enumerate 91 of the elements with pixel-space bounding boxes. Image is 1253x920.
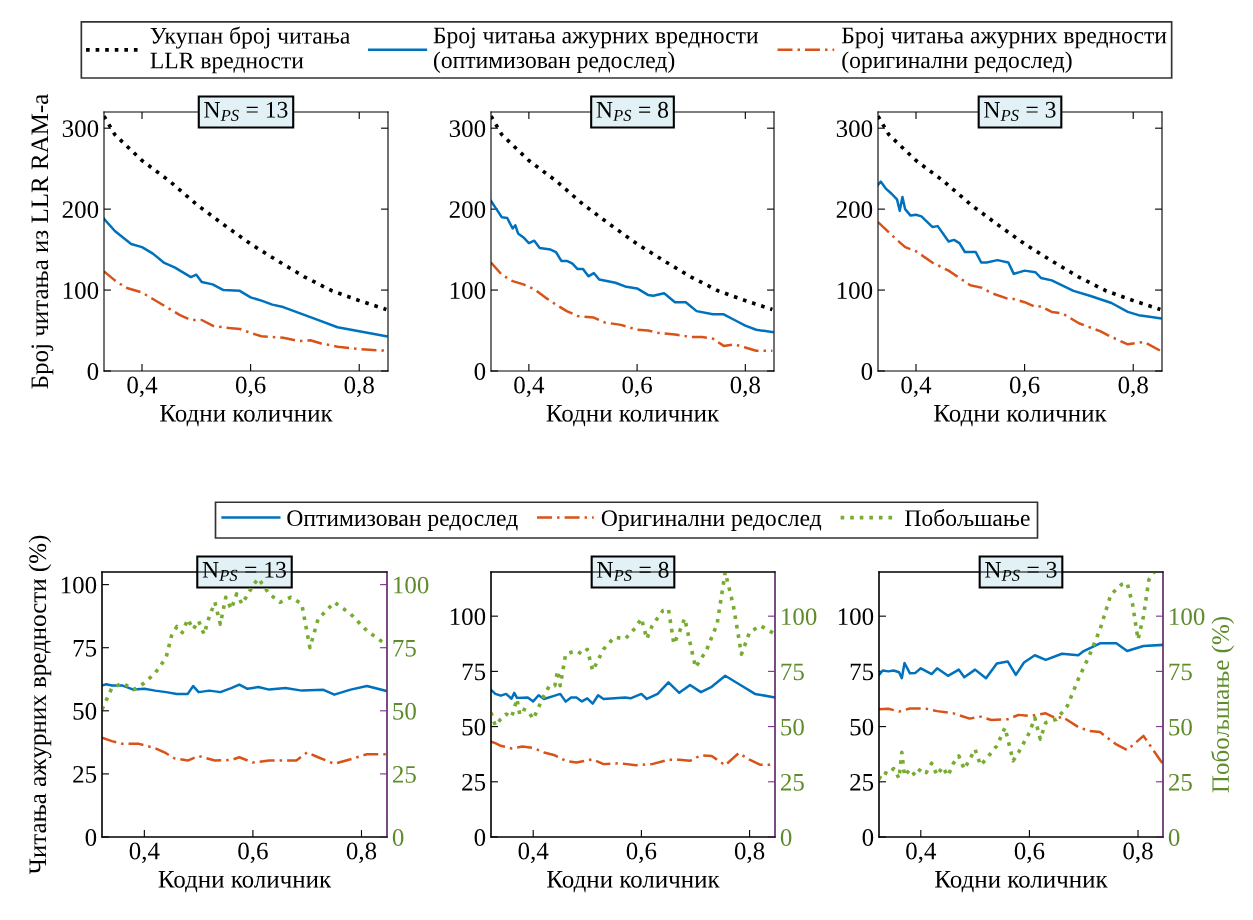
y-tick-label: 0 xyxy=(862,829,874,846)
x-tick-label: 0,6 xyxy=(238,842,268,864)
legend-label: Број читања ажурних вредности (оригинални редослед) xyxy=(841,27,1167,73)
y2-tick-label: 100 xyxy=(1170,608,1205,626)
x-tick-label: 0,4 xyxy=(901,376,932,398)
x-tick-label: 0,4 xyxy=(129,842,160,864)
x-axis-title: Кодни количник xyxy=(546,405,720,427)
y-tick-label: 300 xyxy=(449,120,486,138)
x-tick-label: 0,4 xyxy=(518,842,549,864)
y2-tick-label: 100 xyxy=(782,608,817,626)
y2-tick-label: 25 xyxy=(1168,773,1192,791)
y-tick-label: 100 xyxy=(63,282,99,299)
y-tick-label: 0 xyxy=(85,829,97,846)
y-tick-label: 50 xyxy=(73,702,97,720)
y-axis-title: Број читања из LLR RAM-а xyxy=(31,94,54,389)
y-tick-label: 200 xyxy=(836,201,873,219)
line-series xyxy=(102,736,387,766)
y2-tick-label: 0 xyxy=(392,829,404,846)
y-tick-label: 0 xyxy=(474,829,486,846)
y2-axis-title: Побољшање (%) xyxy=(1210,617,1235,793)
y-tick-label: 300 xyxy=(836,120,873,138)
x-tick-label: 0,4 xyxy=(906,842,937,864)
y2-tick-label: 50 xyxy=(1169,718,1192,736)
x-tick-label: 0,6 xyxy=(235,376,266,398)
y-tick-label: 25 xyxy=(850,773,874,791)
x-axis-title: Кодни количник xyxy=(935,871,1108,893)
x-tick-label: 0,6 xyxy=(626,842,657,864)
y-axis-title: Читања ажурних вредности (%) xyxy=(28,535,52,875)
x-tick-label: 0,4 xyxy=(514,376,545,398)
y-tick-label: 200 xyxy=(449,201,486,219)
y2-tick-label: 75 xyxy=(1169,663,1192,681)
y-tick-label: 50 xyxy=(462,718,486,736)
y2-tick-label: 100 xyxy=(394,576,429,594)
y-tick-label: 300 xyxy=(62,120,99,138)
line-series xyxy=(879,642,1163,680)
y-tick-label: 50 xyxy=(850,718,874,736)
x-axis-title: Кодни количник xyxy=(158,871,332,893)
x-tick-label: 0,8 xyxy=(344,376,374,398)
line-series xyxy=(491,261,774,353)
y-tick-label: 100 xyxy=(450,608,486,626)
y2-tick-label: 0 xyxy=(1168,829,1180,846)
y-tick-label: 100 xyxy=(838,608,874,626)
y2-tick-label: 25 xyxy=(780,773,804,791)
chart-title: N$_{PS}$ = 13 xyxy=(204,101,288,121)
chart-title: N$_{PS}$ = 13 xyxy=(202,561,286,581)
line-series xyxy=(878,180,1162,320)
legend-label: Оптимизован редослед xyxy=(287,510,518,531)
y-tick-label: 75 xyxy=(73,640,97,657)
y-tick-label: 25 xyxy=(73,766,97,783)
y-tick-label: 100 xyxy=(61,576,97,594)
x-axis-title: Кодни количник xyxy=(547,871,720,893)
y-tick-label: 25 xyxy=(462,773,486,791)
line-series xyxy=(104,217,388,338)
line-series xyxy=(491,674,775,705)
y2-tick-label: 75 xyxy=(781,663,804,681)
legend-label: Побољшање xyxy=(905,508,1030,527)
x-tick-label: 0,8 xyxy=(346,842,377,864)
chart-title: N$_{PS}$ = 8 xyxy=(596,101,669,121)
x-tick-label: 0,8 xyxy=(730,376,760,398)
legend-label: Оригинални редослед xyxy=(601,510,822,531)
legend-label: Укупан број читања LLR вредности xyxy=(150,26,350,74)
chart-title: N$_{PS}$ = 8 xyxy=(597,561,669,581)
y-tick-label: 100 xyxy=(837,282,873,299)
y-tick-label: 75 xyxy=(462,663,486,681)
line-series xyxy=(878,220,1162,353)
x-tick-label: 0,4 xyxy=(127,376,158,398)
x-axis-title: Кодни количник xyxy=(934,405,1107,427)
y-tick-label: 0 xyxy=(861,363,873,380)
y-tick-label: 0 xyxy=(474,363,486,380)
y2-tick-label: 25 xyxy=(392,766,416,783)
x-tick-label: 0,6 xyxy=(1009,376,1040,398)
y-tick-label: 75 xyxy=(850,663,874,681)
y-tick-label: 0 xyxy=(87,363,99,380)
x-tick-label: 0,8 xyxy=(1118,376,1148,398)
y2-tick-label: 75 xyxy=(393,640,416,657)
legend-label: Број читања ажурних вредности (оптимизован редослед) xyxy=(433,27,759,73)
y-tick-label: 100 xyxy=(450,282,486,299)
line-series xyxy=(491,199,774,334)
x-tick-label: 0,8 xyxy=(1123,842,1153,864)
y2-tick-label: 50 xyxy=(393,702,416,720)
x-axis-title: Кодни количник xyxy=(160,405,333,427)
chart-title: N$_{PS}$ = 3 xyxy=(984,101,1056,121)
x-tick-label: 0,6 xyxy=(622,376,652,398)
x-tick-label: 0,8 xyxy=(734,842,765,864)
y-tick-label: 200 xyxy=(62,201,99,219)
chart-title: N$_{PS}$ = 3 xyxy=(985,561,1057,581)
line-series xyxy=(102,683,387,696)
x-tick-label: 0,6 xyxy=(1014,842,1045,864)
y2-tick-label: 50 xyxy=(781,718,804,736)
y2-tick-label: 0 xyxy=(780,829,792,846)
line-series xyxy=(879,707,1163,766)
